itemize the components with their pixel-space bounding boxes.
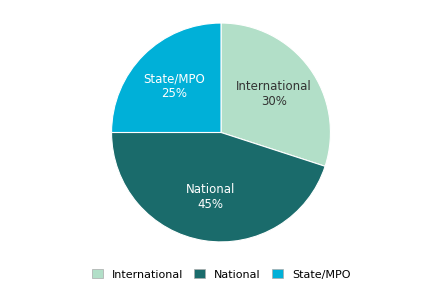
Wedge shape	[111, 132, 325, 242]
Wedge shape	[221, 23, 331, 166]
Text: State/MPO
25%: State/MPO 25%	[144, 72, 206, 100]
Legend: International, National, State/MPO: International, National, State/MPO	[91, 270, 351, 280]
Text: National
45%: National 45%	[186, 183, 236, 211]
Wedge shape	[111, 23, 221, 132]
Text: International
30%: International 30%	[236, 80, 312, 108]
